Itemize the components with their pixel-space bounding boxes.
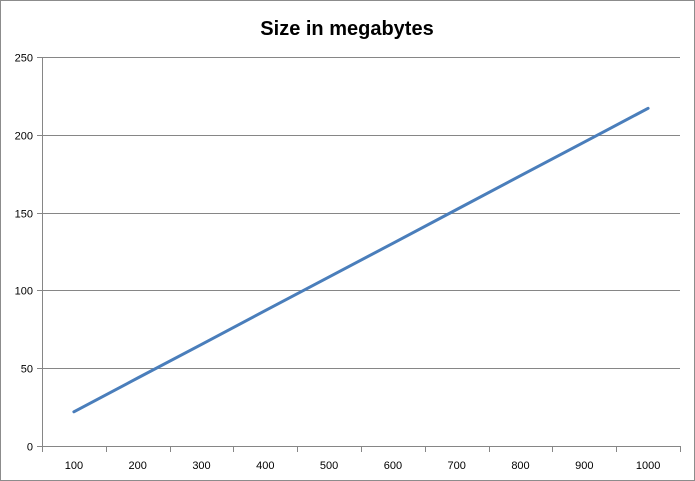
- y-tick-label-0: 0: [27, 442, 33, 454]
- x-tick-label-600: 600: [384, 460, 402, 472]
- series-line-0: [72, 106, 650, 414]
- x-tick-label-1000: 1000: [636, 460, 660, 472]
- x-tick-label-100: 100: [65, 460, 83, 472]
- y-tick-label-100: 100: [15, 286, 33, 298]
- x-tick-label-200: 200: [129, 460, 147, 472]
- data-point-300: [200, 343, 203, 346]
- x-tick-label-900: 900: [575, 460, 593, 472]
- data-point-500: [328, 275, 331, 278]
- data-point-200: [136, 377, 139, 380]
- data-point-400: [264, 309, 267, 312]
- data-point-800: [519, 174, 522, 177]
- x-tick-label-700: 700: [448, 460, 466, 472]
- x-tick-label-400: 400: [256, 460, 274, 472]
- data-point-600: [391, 242, 394, 245]
- x-tick-label-300: 300: [192, 460, 210, 472]
- y-tick-label-200: 200: [15, 131, 33, 143]
- chart-title: Size in megabytes: [260, 18, 433, 40]
- x-tick-label-800: 800: [511, 460, 529, 472]
- y-tick-label-50: 50: [21, 364, 33, 376]
- x-tick-label-500: 500: [320, 460, 338, 472]
- data-point-900: [583, 141, 586, 144]
- y-tick-label-250: 250: [15, 53, 33, 65]
- data-point-700: [455, 208, 458, 211]
- data-point-100: [72, 410, 75, 413]
- y-tick-label-150: 150: [15, 209, 33, 221]
- data-point-1000: [647, 107, 650, 110]
